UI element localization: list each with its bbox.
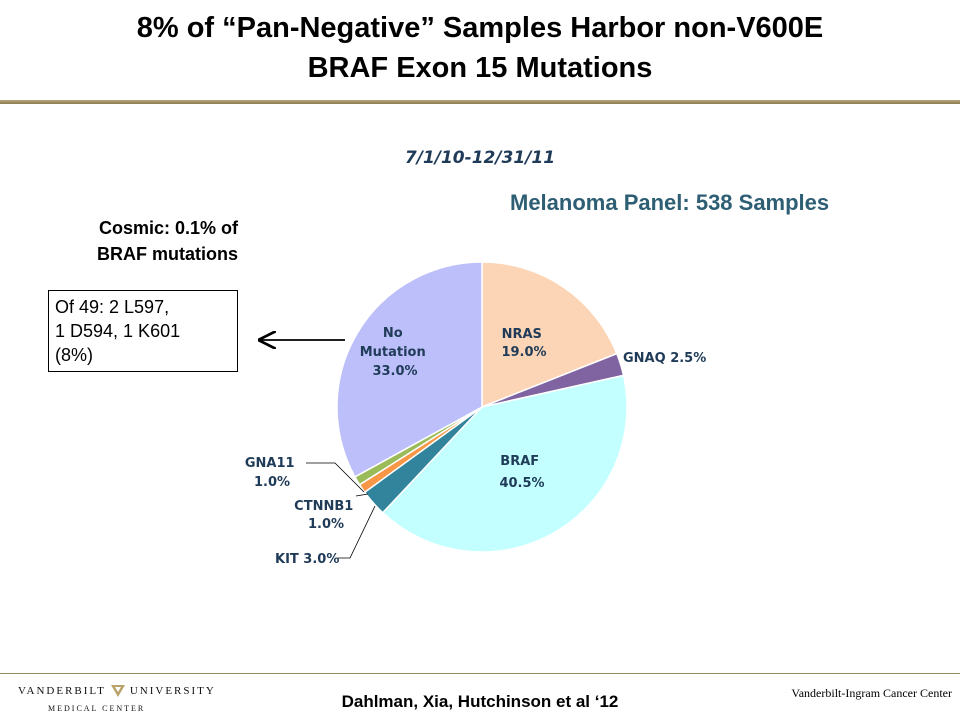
- label-ctnnb1-value: 1.0%: [308, 517, 344, 532]
- label-no-mutation-line-1: No: [383, 326, 403, 341]
- label-ctnnb1: CTNNB1 1.0%: [294, 499, 358, 532]
- citation: Dahlman, Xia, Hutchinson et al ‘12: [341, 692, 619, 711]
- logo-wordmark: VANDERBILT UNIVERSITY: [18, 684, 216, 698]
- pie-slice-no-mutation: [336, 261, 483, 478]
- ctnnb1-leader-line: [355, 493, 369, 497]
- label-nras-value: 19.0%: [501, 345, 546, 360]
- gna11-leader-line: [306, 462, 365, 493]
- mutation-detail-box: Of 49: 2 L597, 1 D594, 1 K601 (8%): [48, 290, 238, 372]
- cancer-center-name: Vanderbilt-Ingram Cancer Center: [791, 686, 952, 700]
- pie-slices: [336, 261, 628, 553]
- label-braf-value: 40.5%: [499, 476, 544, 491]
- label-nras-name: NRAS: [502, 327, 542, 342]
- label-nras: NRAS 19.0%: [501, 327, 546, 360]
- label-braf: BRAF 40.5%: [499, 454, 544, 491]
- label-braf-name: BRAF: [500, 454, 539, 469]
- mutation-detail-line-1: Of 49: 2 L597,: [55, 297, 170, 317]
- cosmic-note: Cosmic: 0.1% of BRAF mutations: [48, 215, 238, 267]
- date-range: 7/1/10-12/31/11: [404, 148, 556, 168]
- mutation-detail-line-3: (8%): [55, 345, 94, 365]
- label-gna11: GNA11 1.0%: [245, 456, 299, 490]
- slide-title-line-1: 8% of “Pan-Negative” Samples Harbor non-…: [136, 12, 824, 44]
- pie-chart: NRAS 19.0% GNAQ 2.5% BRAF 40.5% No Mutat…: [245, 261, 706, 567]
- slide-title: 8% of “Pan-Negative” Samples Harbor non-…: [0, 8, 960, 88]
- footer-divider: [0, 673, 960, 674]
- slide-title-line-2: BRAF Exon 15 Mutations: [307, 52, 653, 84]
- oak-leaf-v-icon: [110, 685, 125, 697]
- logo-subtitle: MEDICAL CENTER: [48, 704, 146, 713]
- label-ctnnb1-name: CTNNB1: [294, 499, 353, 514]
- cosmic-note-line-1: Cosmic: 0.1% of: [98, 218, 238, 238]
- title-divider: [0, 100, 960, 104]
- logo-word-left: VANDERBILT: [18, 684, 106, 697]
- pie-slice-braf: [381, 374, 628, 553]
- label-gna11-name: GNA11: [245, 456, 295, 471]
- label-no-mutation-line-3: 33.0%: [372, 364, 417, 379]
- pie-slice-nras: [481, 261, 618, 409]
- kit-leader-line: [338, 505, 376, 559]
- label-gna11-value: 1.0%: [254, 475, 290, 490]
- vanderbilt-logo: VANDERBILT UNIVERSITY MEDICAL CENTER: [18, 684, 218, 718]
- mutation-detail-line-2: 1 D594, 1 K601: [55, 321, 181, 341]
- label-gnaq: GNAQ 2.5%: [623, 351, 706, 366]
- logo-word-right: UNIVERSITY: [129, 684, 216, 697]
- label-no-mutation-line-2: Mutation: [360, 345, 426, 360]
- cosmic-note-line-2: BRAF mutations: [97, 244, 238, 264]
- label-kit: KIT 3.0%: [275, 552, 339, 567]
- chart-title: Melanoma Panel: 538 Samples: [510, 190, 830, 215]
- label-no-mutation: No Mutation 33.0%: [360, 326, 431, 379]
